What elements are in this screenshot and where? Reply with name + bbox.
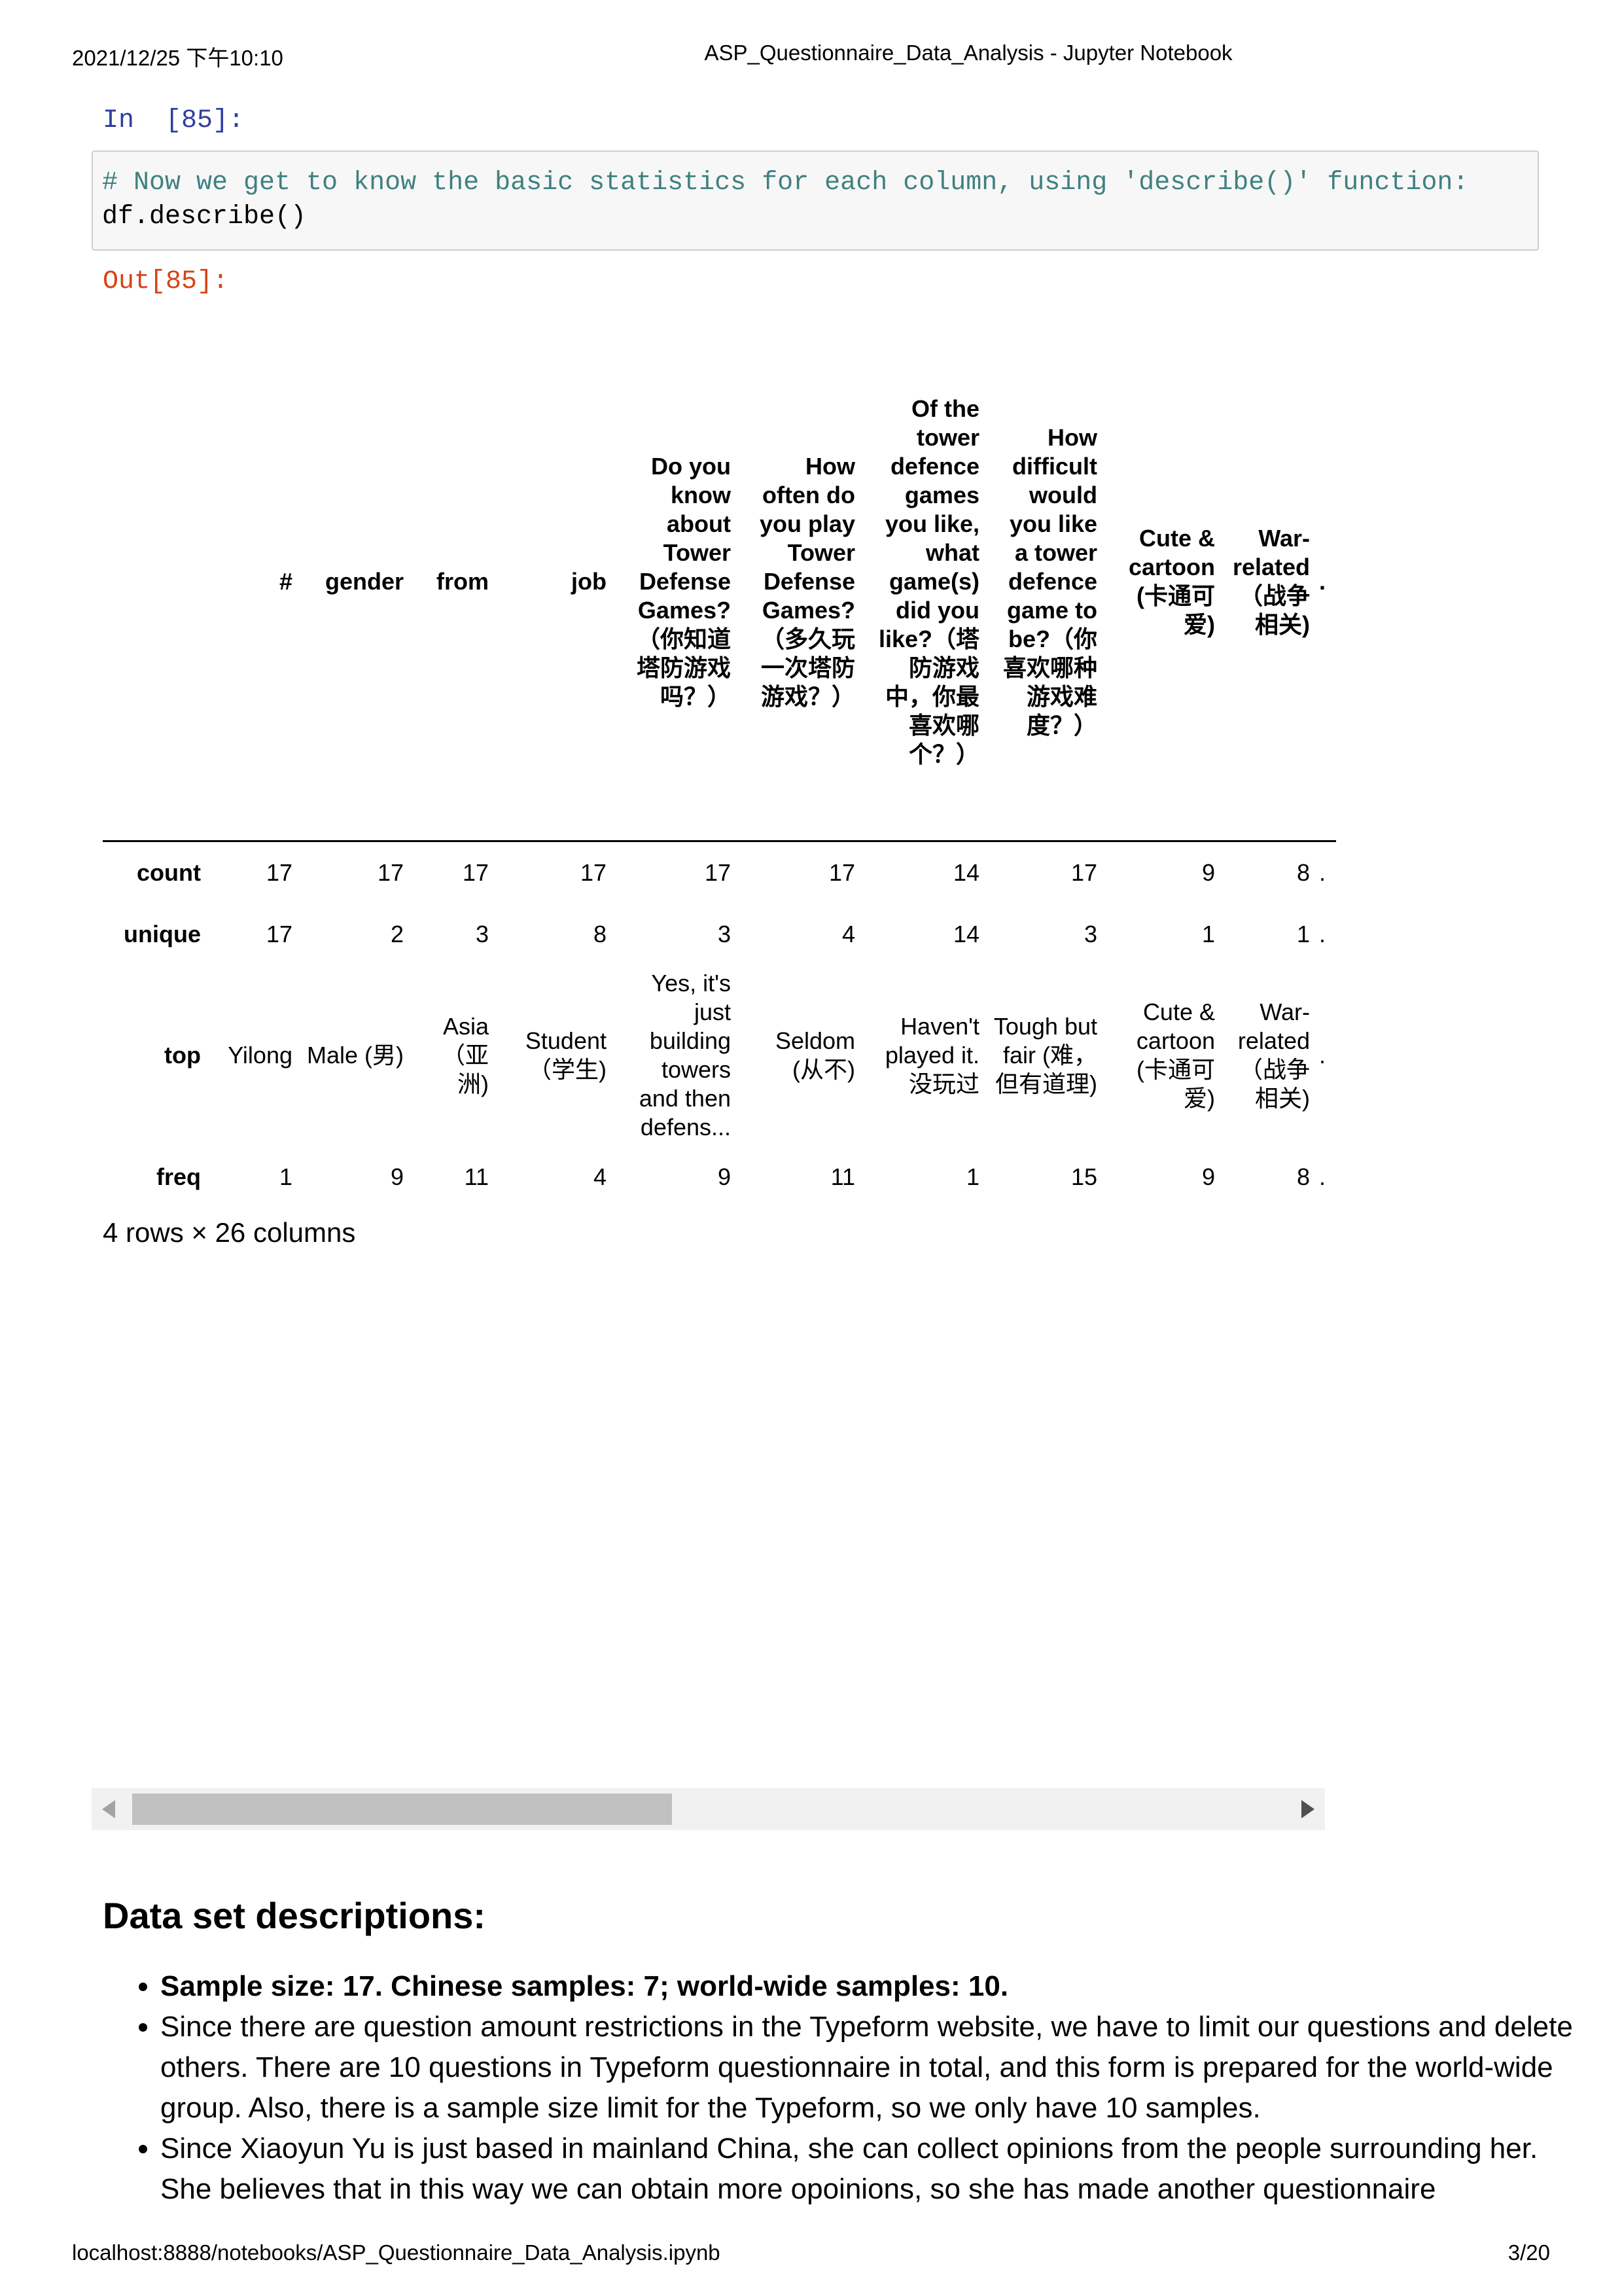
list-item: Since there are question amount restrict… (160, 2007, 1574, 2128)
column-header: Cute & cartoon (卡通可爱) (1104, 324, 1222, 842)
table-cell: 4 (593, 1163, 607, 1190)
table-cell: Haven't played it. 没玩过 (885, 1013, 979, 1097)
table-cell: 9 (717, 1163, 731, 1190)
code-cell-input[interactable]: # Now we get to know the basic statistic… (92, 150, 1539, 251)
column-header: Of the tower defence games you like, wha… (862, 324, 986, 842)
list-item: Since Xiaoyun Yu is just based in mainla… (160, 2128, 1574, 2210)
column-header: Do you know about Tower Defense Games?（你… (613, 324, 737, 842)
truncation-marker: . (1319, 858, 1326, 886)
column-header: War-related （战争相关) (1222, 324, 1316, 842)
code-line: df.describe() (102, 202, 307, 232)
table-cell: 1 (1296, 920, 1310, 947)
table-cell: 17 (266, 920, 292, 947)
table-cell: 11 (464, 1163, 489, 1190)
column-header: # (207, 324, 299, 842)
table-cell: 17 (704, 858, 731, 886)
table-cell: Male (男) (306, 1042, 404, 1069)
row-label: freq (156, 1163, 201, 1190)
table-cell: 4 (841, 920, 855, 947)
markdown-heading: Data set descriptions: (103, 1895, 486, 1936)
input-prompt: In [85]: (103, 106, 245, 135)
table-cell: 1 (1201, 920, 1215, 947)
row-label: top (164, 1042, 201, 1069)
table-cell: 17 (1070, 858, 1097, 886)
table-cell: 17 (828, 858, 855, 886)
table-cell: 17 (580, 858, 607, 886)
column-header: from (410, 324, 495, 842)
horizontal-scrollbar[interactable] (92, 1788, 1325, 1830)
table-row: count 17 17 17 17 17 17 14 17 9 8 . (103, 841, 1336, 904)
scroll-thumb[interactable] (132, 1793, 672, 1825)
markdown-bullet-list: Sample size: 17. Chinese samples: 7; wor… (103, 1966, 1574, 2210)
table-cell: Student （学生) (525, 1027, 607, 1083)
describe-dataframe: # gender from job Do you know about Towe… (103, 324, 1336, 1208)
table-cell: Yes, it's just building towers and then … (639, 970, 731, 1140)
table-cell: 9 (1201, 858, 1215, 886)
table-cell: 15 (1070, 1163, 1097, 1190)
row-label: count (137, 858, 201, 886)
table-cell: 1 (279, 1163, 292, 1190)
list-item: Sample size: 17. Chinese samples: 7; wor… (160, 1966, 1574, 2007)
table-cell: 9 (1201, 1163, 1215, 1190)
index-header (103, 324, 207, 842)
dataframe-shape-note: 4 rows × 26 columns (103, 1217, 356, 1248)
table-cell: 8 (1296, 858, 1310, 886)
column-header: How difficult would you like a tower def… (986, 324, 1104, 842)
table-row: top Yilong Male (男) Asia （亚洲) Student （学… (103, 965, 1336, 1146)
scroll-left-arrow-icon[interactable] (102, 1800, 115, 1818)
table-cell: 3 (475, 920, 489, 947)
code-comment: # Now we get to know the basic statistic… (102, 168, 1469, 198)
table-cell: Asia （亚洲) (441, 1013, 489, 1097)
table-cell: 8 (593, 920, 607, 947)
table-row: unique 17 2 3 8 3 4 14 3 1 1 . (103, 904, 1336, 965)
column-header: gender (299, 324, 410, 842)
truncation-marker: . (1319, 1042, 1326, 1069)
table-cell: 14 (953, 858, 979, 886)
output-prompt: Out[85]: (103, 267, 229, 296)
table-cell: 11 (830, 1163, 855, 1190)
table-cell: 17 (462, 858, 489, 886)
row-label: unique (124, 920, 201, 947)
table-cell: 17 (377, 858, 404, 886)
table-row: freq 1 9 11 4 9 11 1 15 9 8 . (103, 1146, 1336, 1208)
print-url: localhost:8888/notebooks/ASP_Questionnai… (72, 2240, 720, 2265)
truncation-marker: . (1316, 324, 1336, 842)
truncation-marker: . (1319, 1163, 1326, 1190)
scroll-right-arrow-icon[interactable] (1301, 1800, 1314, 1818)
table-cell: Cute & cartoon (卡通可爱) (1136, 998, 1215, 1112)
column-header: job (495, 324, 613, 842)
print-datetime: 2021/12/25 下午10:10 (72, 46, 283, 70)
table-cell: 8 (1296, 1163, 1310, 1190)
table-cell: 1 (966, 1163, 979, 1190)
table-cell: 14 (953, 920, 979, 947)
table-cell: 3 (717, 920, 731, 947)
table-cell: 9 (390, 1163, 404, 1190)
truncation-marker: . (1319, 920, 1326, 947)
table-cell: 2 (390, 920, 404, 947)
print-page-title: ASP_Questionnaire_Data_Analysis - Jupyte… (704, 41, 1233, 65)
table-cell: Tough but fair (难，但有道理) (993, 1013, 1097, 1097)
print-page-number: 3/20 (1507, 2240, 1550, 2265)
column-header: How often do you play Tower Defense Game… (737, 324, 862, 842)
table-cell: 17 (266, 858, 292, 886)
table-cell: Yilong (228, 1042, 292, 1069)
table-cell: War-related （战争相关) (1237, 998, 1310, 1112)
table-cell: 3 (1084, 920, 1097, 947)
table-cell: Seldom (从不) (775, 1027, 855, 1083)
